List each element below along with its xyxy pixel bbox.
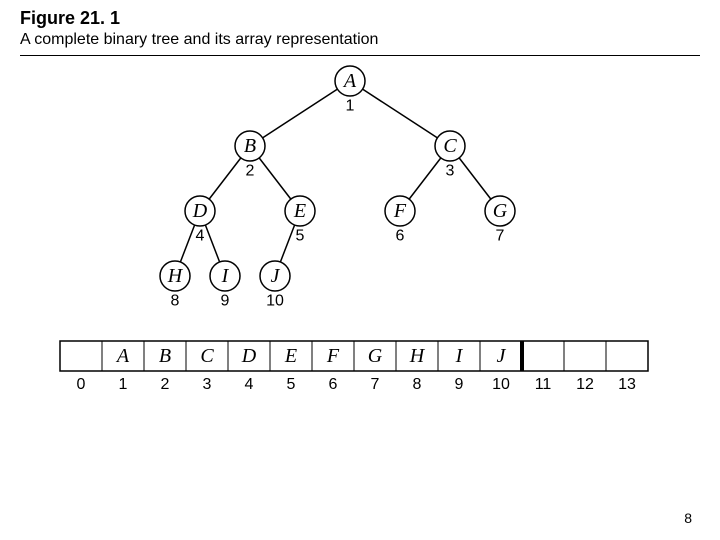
array-cell-index: 1 <box>119 376 128 393</box>
array-cell-value: G <box>368 345 383 367</box>
tree-node-index: 4 <box>196 227 205 244</box>
page-number: 8 <box>684 510 692 526</box>
tree-node-label: D <box>192 200 208 222</box>
tree-node-index: 3 <box>446 162 455 179</box>
array-cell-value: A <box>115 345 130 367</box>
tree-node-label: E <box>293 200 306 222</box>
array-cell-index: 13 <box>618 376 636 393</box>
tree-edge <box>263 89 338 138</box>
array-cell-value: B <box>159 345 171 367</box>
array-cell-value: F <box>326 345 340 367</box>
tree-edge <box>205 225 219 262</box>
tree-node-label: B <box>244 135 256 157</box>
figure-title: Figure 21. 1 <box>0 0 720 31</box>
array-cell-index: 11 <box>535 376 552 393</box>
tree-node-label: J <box>271 265 281 287</box>
tree-edge <box>363 89 438 138</box>
array-cell-index: 0 <box>77 376 86 393</box>
array-cell-index: 9 <box>455 376 464 393</box>
tree-node-index: 2 <box>246 162 255 179</box>
tree-edge <box>459 158 491 199</box>
array-cell-index: 2 <box>161 376 170 393</box>
array-cell-value: H <box>409 345 426 367</box>
tree-diagram: A 1 B 2 C 3 D 4 E 5 F 6 G 7 H 8 I 9 J 10 0 A 1 B 2 C 3 D 4 E 5 F 6 G 7 H 8 I 9… <box>50 56 670 416</box>
array-cell-index: 12 <box>576 376 594 393</box>
figure-subtitle: A complete binary tree and its array rep… <box>0 31 720 53</box>
array-cell-index: 7 <box>371 376 380 393</box>
tree-node-index: 1 <box>346 97 355 114</box>
tree-edge <box>180 225 194 262</box>
array-cell-index: 4 <box>245 376 254 393</box>
array-cell-index: 5 <box>287 376 296 393</box>
tree-node-label: I <box>221 265 230 287</box>
tree-node-label: G <box>493 200 508 222</box>
array-cell-index: 8 <box>413 376 422 393</box>
tree-node-index: 7 <box>496 227 505 244</box>
array-cell-value: I <box>455 345 464 367</box>
tree-node-label: A <box>342 70 357 92</box>
tree-edge <box>209 158 241 199</box>
tree-node-label: C <box>443 135 457 157</box>
tree-edge <box>409 158 441 199</box>
array-cell-index: 3 <box>203 376 212 393</box>
array-cell-value: J <box>497 345 507 367</box>
array-cell-index: 10 <box>492 376 510 393</box>
tree-node-label: F <box>393 200 407 222</box>
array-cell-value: D <box>241 345 257 367</box>
array-cell-index: 6 <box>329 376 338 393</box>
tree-node-index: 6 <box>396 227 405 244</box>
tree-edge <box>280 225 294 262</box>
diagram-container: A 1 B 2 C 3 D 4 E 5 F 6 G 7 H 8 I 9 J 10 0 A 1 B 2 C 3 D 4 E 5 F 6 G 7 H 8 I 9… <box>0 56 720 416</box>
tree-node-index: 9 <box>221 292 230 309</box>
array-cell-value: E <box>284 345 297 367</box>
tree-edge <box>259 158 291 199</box>
array-cell-value: C <box>200 345 214 367</box>
tree-node-index: 5 <box>296 227 305 244</box>
tree-node-index: 10 <box>266 292 284 309</box>
tree-node-label: H <box>167 265 184 287</box>
tree-node-index: 8 <box>171 292 180 309</box>
